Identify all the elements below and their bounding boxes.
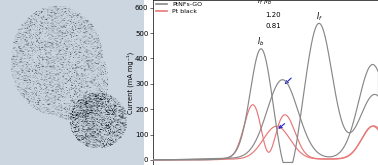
Text: $I_f$: $I_f$ (316, 10, 322, 23)
Text: $I_b$: $I_b$ (257, 36, 265, 48)
Text: 0.81: 0.81 (265, 23, 281, 29)
Legend: PtNFs-GO, Pt black: PtNFs-GO, Pt black (156, 1, 202, 14)
Y-axis label: Current (mA mg⁻¹): Current (mA mg⁻¹) (126, 51, 133, 114)
Text: 1.20: 1.20 (265, 12, 281, 17)
Text: $I_f\ /I_b$: $I_f\ /I_b$ (257, 0, 272, 7)
